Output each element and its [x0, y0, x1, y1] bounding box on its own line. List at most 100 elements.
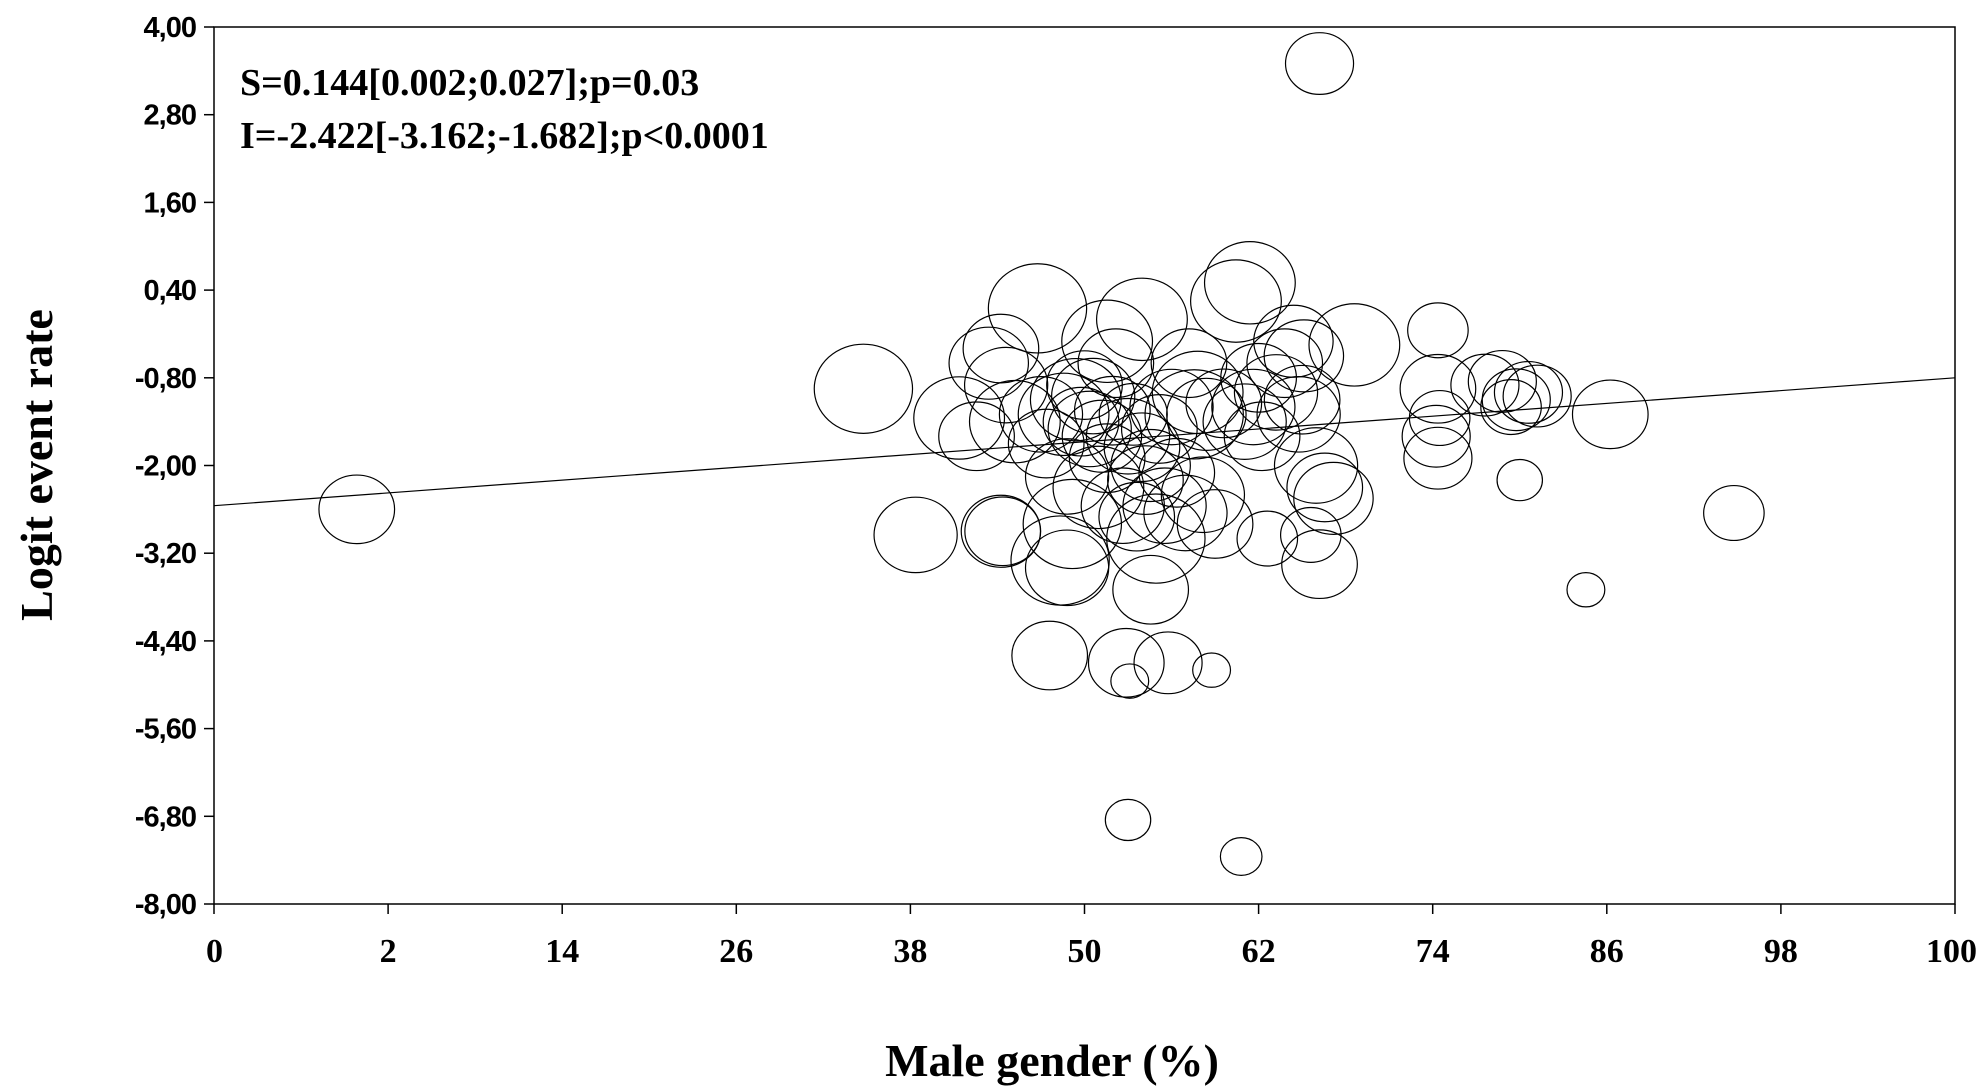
bubble-point	[1047, 390, 1132, 468]
y-tick-label: 1,60	[144, 187, 196, 219]
bubble-point	[1068, 423, 1146, 494]
y-tick-label: -5,60	[135, 714, 196, 746]
bubble-point	[1286, 452, 1364, 523]
x-tick-label: 0	[206, 933, 223, 970]
bubble-point	[873, 496, 958, 574]
x-axis-title: Male gender (%)	[885, 1035, 1219, 1086]
bubble-point	[1085, 397, 1171, 475]
bubble-point	[1481, 368, 1551, 432]
bubble-point	[1098, 481, 1176, 552]
y-tick-label: -3,20	[135, 538, 196, 570]
x-tick-label: 62	[1242, 933, 1276, 970]
bubble-point	[1219, 837, 1263, 876]
bubble-point	[1203, 241, 1296, 325]
y-tick-label: -8,00	[135, 889, 196, 921]
x-tick-label: 86	[1590, 933, 1624, 970]
bubble-point	[1176, 489, 1254, 559]
bubble-point	[1024, 438, 1110, 515]
bubble-point	[1052, 445, 1145, 530]
bubble-point	[1480, 378, 1542, 436]
x-tick-label: 26	[719, 933, 753, 970]
bubble-point	[938, 401, 1015, 472]
bubble-point	[1011, 620, 1089, 691]
bubble-point	[1103, 412, 1181, 483]
bubble-point	[1256, 376, 1341, 453]
bubble-point	[1022, 478, 1123, 570]
bubble-point	[1051, 357, 1136, 435]
y-tick-label: 4,00	[144, 12, 196, 44]
bubble-point	[1401, 404, 1471, 468]
y-axis: 4,00 2,80 1,60 0,40 -0,80 -2,00 -3,20 -4,40 -5,6…	[135, 12, 214, 921]
bubble-point	[1496, 458, 1544, 502]
x-tick-label: 50	[1068, 933, 1102, 970]
y-tick-label: -2,00	[135, 451, 196, 483]
bubble-point	[963, 346, 1049, 424]
bubble-point	[1061, 299, 1154, 384]
bubble-point	[962, 313, 1040, 384]
x-tick-label: 14	[545, 933, 579, 970]
y-tick-label: -0,80	[135, 363, 196, 395]
bubble-point	[1273, 427, 1359, 504]
bubble-point	[813, 343, 914, 434]
bubble-point	[1202, 383, 1287, 460]
bubble-point	[1190, 259, 1282, 343]
bubble-point	[1403, 426, 1473, 490]
bubble-point	[1160, 456, 1246, 534]
intercept-annotation: I=-2.422[-3.162;-1.682];p<0.0001	[240, 115, 769, 157]
x-axis: 0 2 14 26 38 50 62 74 86 98 100	[206, 904, 1977, 970]
bubble-point	[1220, 342, 1297, 413]
bubble-point	[1104, 798, 1152, 842]
bubble-point	[1571, 379, 1649, 450]
bubble-point	[1233, 354, 1319, 431]
bubble-point	[1467, 349, 1537, 413]
x-tick-label: 74	[1416, 933, 1450, 970]
bubble-point	[1144, 369, 1244, 460]
bubble-point	[1138, 437, 1216, 508]
bubble-point	[1223, 401, 1301, 472]
bubble-point	[1502, 364, 1572, 428]
bubble-point	[1133, 631, 1203, 695]
bubble-point	[1284, 32, 1355, 96]
bubble-point	[1042, 386, 1120, 457]
y-tick-label: -6,80	[135, 801, 196, 833]
bubble-point	[1077, 328, 1155, 399]
bubble-point	[998, 376, 1084, 453]
bubble-point	[1087, 627, 1165, 698]
bubble-point	[1061, 399, 1143, 473]
y-tick-label: 0,40	[144, 275, 196, 307]
bubble-point	[1046, 350, 1123, 421]
bubble-point	[1166, 377, 1247, 451]
bubble-point	[987, 263, 1088, 354]
bubble-point	[1566, 571, 1606, 608]
bubble-point	[1493, 360, 1564, 424]
bubble-point	[1017, 372, 1110, 457]
bubble-point	[964, 496, 1042, 567]
bubble-point	[1263, 319, 1345, 393]
bubble-point	[1143, 474, 1228, 552]
bubble-point	[1293, 461, 1374, 536]
bubble-point	[1107, 445, 1184, 516]
bubble-point	[1151, 350, 1244, 435]
bubble-point	[1120, 394, 1198, 464]
bubble-point	[1106, 493, 1206, 584]
bubble-point	[1246, 328, 1324, 399]
x-tick-label: 38	[893, 933, 927, 970]
bubble-point	[1029, 357, 1122, 442]
bubble-point	[1703, 484, 1765, 542]
y-tick-label: -4,40	[135, 626, 196, 658]
x-tick-label: 2	[380, 933, 397, 970]
plot-area	[213, 26, 1956, 905]
bubble-point	[1112, 554, 1190, 625]
bubble-point	[1095, 277, 1188, 362]
bubble-point	[318, 474, 396, 545]
bubble-point	[1192, 652, 1232, 688]
bubble-point	[1150, 328, 1228, 399]
bubble-point	[1407, 302, 1469, 359]
bubble-point	[1024, 529, 1110, 607]
bubble-point	[948, 326, 1030, 400]
x-tick-label: 98	[1764, 933, 1798, 970]
bubble-point	[1279, 506, 1342, 563]
x-tick-label: 100	[1926, 933, 1977, 970]
